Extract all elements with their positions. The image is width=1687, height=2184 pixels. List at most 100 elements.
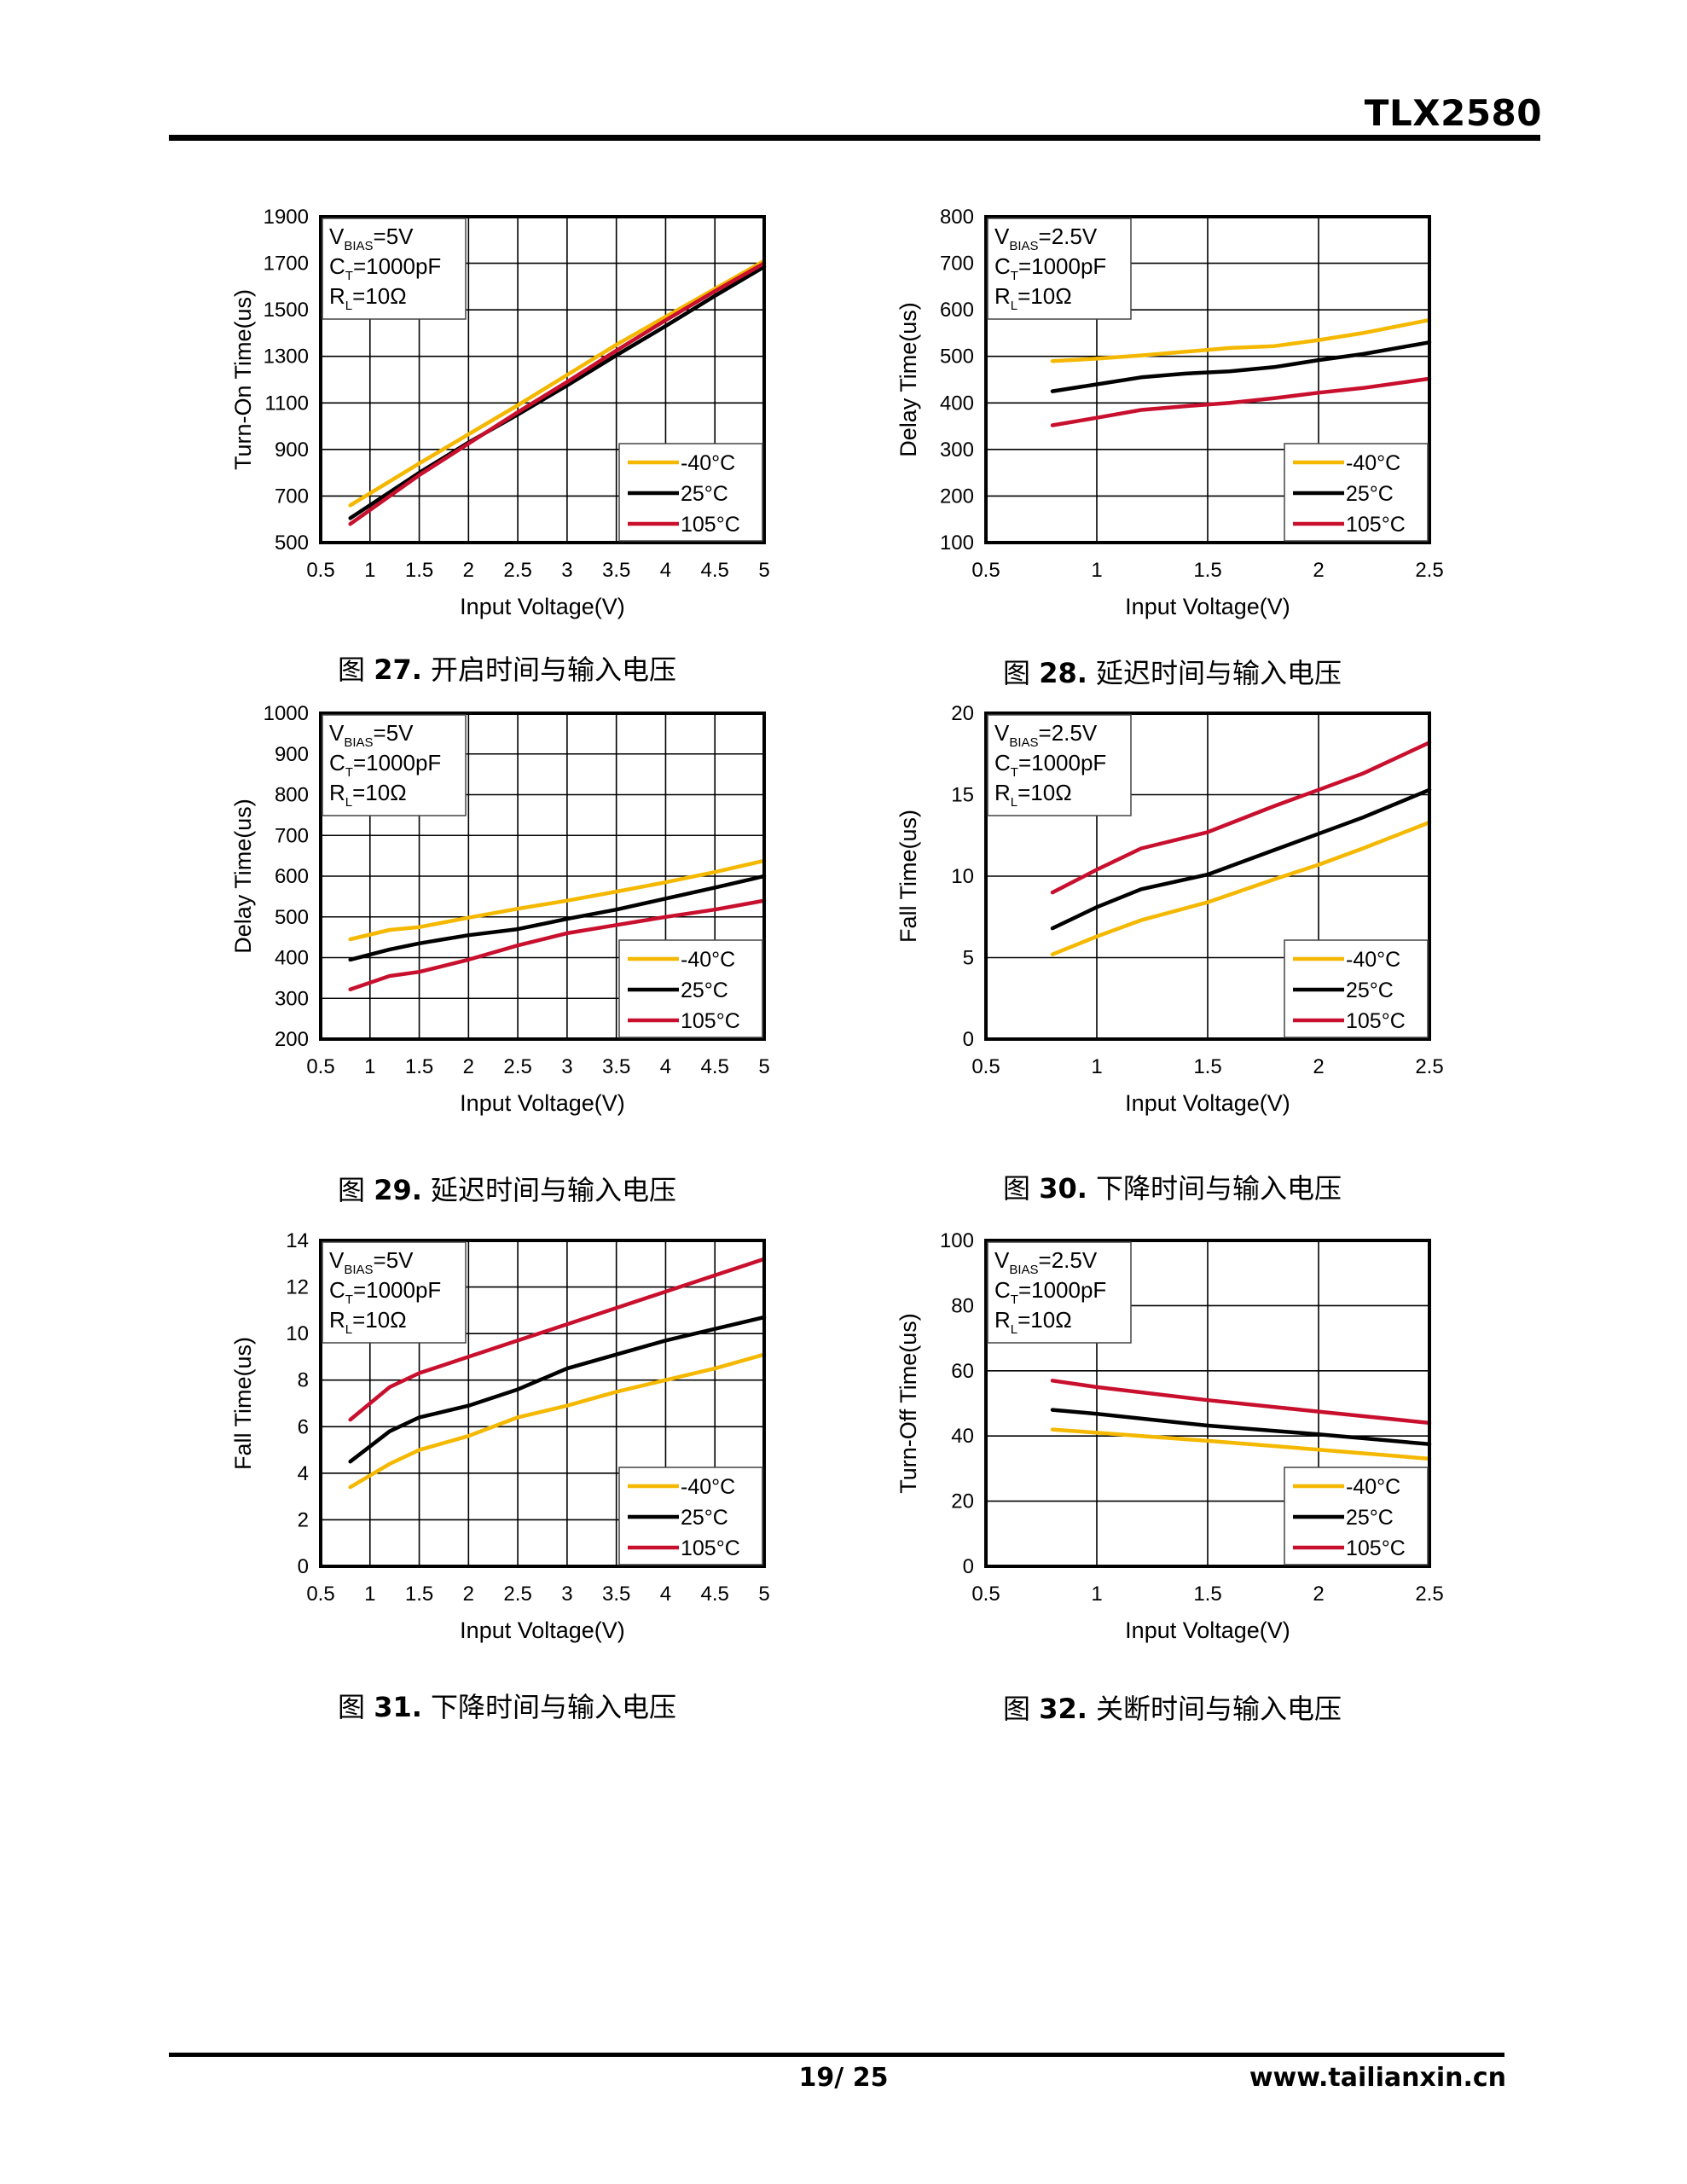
caption-prefix: 图: [338, 1174, 366, 1206]
x-tick-label: 1.5: [1193, 1583, 1221, 1606]
x-tick-label: 2.5: [503, 1055, 531, 1078]
x-tick-label: 0.5: [971, 1583, 1000, 1606]
x-tick-label: 1: [1091, 559, 1102, 582]
legend-label: -40°C: [1346, 1475, 1400, 1499]
x-tick-label: 3: [561, 559, 572, 582]
x-tick-label: 1.5: [405, 1055, 433, 1078]
x-tick-label: 2.5: [503, 559, 531, 582]
condition-label: VBIAS=5V: [329, 720, 414, 750]
series-line-1: [1050, 820, 1432, 956]
legend-label: 25°C: [1346, 482, 1394, 506]
condition-label: CT=1000pF: [994, 1277, 1106, 1307]
y-tick-label: 4: [298, 1462, 309, 1485]
x-tick-label: 2: [1313, 1583, 1324, 1606]
series-line-3: [348, 898, 767, 991]
series-line-2: [1050, 787, 1432, 931]
y-tick-label: 900: [275, 743, 309, 766]
chart-svg: 0.5 1 1.5 2 2.5 0 5 10 15 20 Input Voltage(V) Fall …: [896, 702, 1444, 1116]
y-tick-label: 0: [963, 1028, 974, 1051]
y-axis-label: Delay Time(us): [896, 302, 921, 457]
series-line-2: [1050, 340, 1432, 393]
y-tick-label: 10: [951, 865, 974, 888]
chart-svg: 0.5 1 1.5 2 2.5 3 3.5 4 4.5 5 500 700 900 1100 1300 150…: [230, 206, 770, 619]
caption-text: 下降时间与输入电压: [431, 1691, 677, 1723]
condition-label: CT=1000pF: [329, 253, 441, 283]
caption-text: 开启时间与输入电压: [431, 653, 677, 686]
condition-label: CT=1000pF: [994, 750, 1106, 780]
y-axis-label: Fall Time(us): [896, 810, 921, 943]
legend-label: -40°C: [1346, 948, 1400, 972]
x-tick-label: 2: [463, 1583, 474, 1606]
chart-turn-off-time-2v5: 0.5 1 1.5 2 2.5 0 20 40 60 80 100 Input Voltage(V) T…: [870, 1228, 1484, 1740]
condition-label: VBIAS=5V: [329, 224, 414, 253]
y-tick-label: 12: [286, 1276, 309, 1299]
x-tick-label: 1: [364, 559, 375, 582]
y-tick-label: 100: [940, 531, 974, 555]
x-tick-label: 4: [660, 1055, 671, 1078]
x-tick-label: 0.5: [971, 559, 1000, 582]
conditions-box: [322, 714, 467, 816]
y-tick-label: 6: [298, 1415, 309, 1438]
x-tick-label: 3.5: [602, 559, 630, 582]
y-tick-label: 800: [275, 784, 309, 807]
series-line-2: [348, 1315, 767, 1464]
x-tick-label: 0.5: [306, 559, 334, 582]
series-line-3: [1050, 741, 1432, 895]
x-tick-label: 4.5: [701, 1055, 729, 1078]
x-axis-label: Input Voltage(V): [1125, 1618, 1290, 1643]
condition-label: RL=10Ω: [994, 1307, 1072, 1337]
website-link[interactable]: www.tailianxin.cn: [1249, 2063, 1506, 2093]
x-tick-label: 0.5: [306, 1583, 334, 1606]
legend-label: 105°C: [1346, 1536, 1406, 1560]
series-line-1: [1050, 317, 1432, 363]
y-tick-label: 200: [275, 1028, 309, 1051]
plot-border: [984, 1239, 1431, 1568]
series-line-3: [1050, 1379, 1432, 1426]
plot-border: [319, 215, 766, 544]
legend-label: -40°C: [1346, 451, 1400, 475]
caption-text: 关断时间与输入电压: [1096, 1693, 1342, 1725]
x-tick-label: 2.5: [1415, 1583, 1443, 1606]
footer-rule: [169, 2053, 1504, 2057]
y-tick-label: 400: [940, 392, 974, 415]
condition-label: RL=10Ω: [994, 283, 1072, 313]
y-tick-label: 5: [963, 947, 974, 970]
y-tick-label: 500: [275, 531, 309, 555]
y-axis-label: Fall Time(us): [230, 1337, 256, 1470]
y-axis-label: Turn-Off Time(us): [896, 1313, 921, 1494]
condition-label: RL=10Ω: [329, 1307, 407, 1337]
y-tick-label: 20: [951, 1490, 974, 1513]
y-tick-label: 0: [298, 1555, 309, 1578]
x-tick-label: 0.5: [306, 1055, 334, 1078]
caption-prefix: 图: [1003, 1693, 1031, 1725]
plot-border: [319, 1239, 766, 1568]
legend-label: 25°C: [1346, 979, 1394, 1002]
x-axis-label: Input Voltage(V): [1125, 1090, 1290, 1116]
chart-svg: 0.5 1 1.5 2 2.5 3 3.5 4 4.5 5 0 2 4 6 8 10 12 14 Input Vol…: [230, 1229, 770, 1643]
y-tick-label: 800: [940, 206, 974, 229]
y-axis-label: Delay Time(us): [230, 799, 256, 954]
figure-caption-31: 图 31. 下降时间与输入电压: [338, 1686, 676, 1725]
condition-label: VBIAS=2.5V: [994, 224, 1098, 253]
x-tick-label: 2: [1313, 1055, 1324, 1078]
conditions-box: [987, 714, 1132, 816]
plot-border: [984, 215, 1431, 544]
y-tick-label: 900: [275, 439, 309, 462]
figure-caption-27: 图 27. 开启时间与输入电压: [338, 648, 676, 688]
series-line-3: [1050, 376, 1432, 427]
caption-prefix: 图: [1003, 657, 1031, 689]
y-tick-label: 14: [286, 1229, 309, 1252]
x-tick-label: 1.5: [1193, 559, 1221, 582]
y-tick-label: 8: [298, 1369, 309, 1392]
series-line-1: [1050, 1427, 1432, 1461]
y-tick-label: 60: [951, 1360, 974, 1383]
legend-label: -40°C: [681, 451, 735, 475]
y-tick-label: 1900: [264, 206, 309, 229]
chart-svg: 0.5 1 1.5 2 2.5 3 3.5 4 4.5 5 200 300 400 500 600 700 80…: [230, 702, 770, 1116]
x-tick-label: 5: [758, 559, 769, 582]
y-tick-label: 100: [940, 1229, 974, 1252]
legend-label: 105°C: [681, 1009, 740, 1033]
caption-number: 30.: [1039, 1172, 1087, 1205]
y-tick-label: 10: [286, 1322, 309, 1345]
x-axis-label: Input Voltage(V): [1125, 594, 1290, 619]
